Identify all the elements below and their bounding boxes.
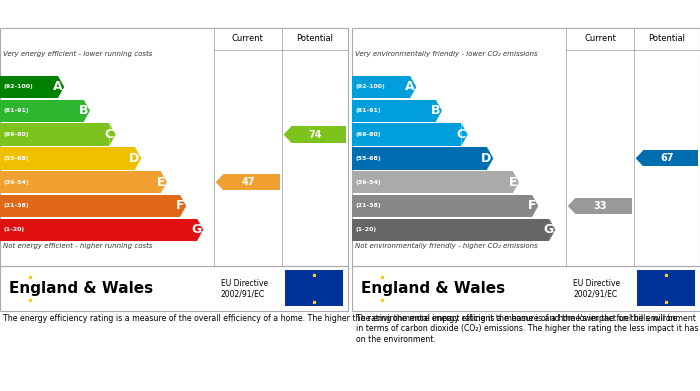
- Text: B: B: [78, 104, 88, 117]
- Bar: [352, 76, 410, 98]
- Text: 47: 47: [241, 177, 255, 187]
- Polygon shape: [487, 147, 494, 170]
- Text: EU Directive
2002/91/EC: EU Directive 2002/91/EC: [573, 279, 620, 298]
- Polygon shape: [435, 100, 442, 122]
- Bar: [352, 100, 435, 122]
- Text: Not environmentally friendly - higher CO₂ emissions: Not environmentally friendly - higher CO…: [355, 243, 538, 249]
- Text: 74: 74: [308, 129, 321, 140]
- Bar: [0, 100, 83, 122]
- Bar: [291, 126, 346, 143]
- Polygon shape: [58, 76, 64, 98]
- Text: Environmental Impact (CO₂) Rating: Environmental Impact (CO₂) Rating: [357, 9, 576, 19]
- Bar: [352, 147, 487, 170]
- Text: 67: 67: [660, 153, 673, 163]
- Text: D: D: [130, 152, 139, 165]
- Text: Current: Current: [232, 34, 264, 43]
- Bar: [638, 271, 695, 307]
- Bar: [352, 219, 549, 241]
- Text: Potential: Potential: [296, 34, 333, 43]
- Polygon shape: [180, 195, 186, 217]
- Polygon shape: [197, 219, 203, 241]
- Bar: [286, 271, 343, 307]
- Text: Current: Current: [584, 34, 616, 43]
- Text: Very environmentally friendly - lower CO₂ emissions: Very environmentally friendly - lower CO…: [355, 51, 538, 57]
- Polygon shape: [549, 219, 555, 241]
- Text: (81-91): (81-91): [356, 108, 382, 113]
- Text: Not energy efficient - higher running costs: Not energy efficient - higher running co…: [3, 243, 153, 249]
- Text: G: G: [543, 223, 554, 236]
- Text: (39-54): (39-54): [4, 179, 29, 185]
- Text: B: B: [430, 104, 440, 117]
- Text: (92-100): (92-100): [4, 84, 33, 90]
- Polygon shape: [83, 100, 90, 122]
- Text: (92-100): (92-100): [356, 84, 385, 90]
- Text: D: D: [482, 152, 491, 165]
- Polygon shape: [284, 126, 291, 143]
- Text: G: G: [191, 223, 202, 236]
- Polygon shape: [109, 124, 116, 146]
- Text: Very energy efficient - lower running costs: Very energy efficient - lower running co…: [3, 51, 152, 57]
- Text: England & Wales: England & Wales: [360, 281, 505, 296]
- Text: Potential: Potential: [648, 34, 685, 43]
- Text: Energy Efficiency Rating: Energy Efficiency Rating: [5, 9, 158, 19]
- Text: (1-20): (1-20): [356, 227, 377, 232]
- Polygon shape: [568, 198, 575, 214]
- Text: E: E: [509, 176, 517, 188]
- Text: (39-54): (39-54): [356, 179, 382, 185]
- Text: EU Directive
2002/91/EC: EU Directive 2002/91/EC: [221, 279, 268, 298]
- Text: C: C: [105, 128, 114, 141]
- Polygon shape: [410, 76, 416, 98]
- Bar: [0, 147, 135, 170]
- Text: (69-80): (69-80): [4, 132, 29, 137]
- Text: 33: 33: [593, 201, 607, 211]
- Text: (81-91): (81-91): [4, 108, 29, 113]
- Polygon shape: [461, 124, 468, 146]
- Text: The environmental impact rating is a measure of a home's impact on the environme: The environmental impact rating is a mea…: [356, 314, 698, 344]
- Text: (1-20): (1-20): [4, 227, 24, 232]
- Text: F: F: [176, 199, 184, 212]
- Text: (21-38): (21-38): [356, 203, 382, 208]
- Bar: [0, 171, 160, 193]
- Bar: [643, 150, 699, 167]
- Text: The energy efficiency rating is a measure of the overall efficiency of a home. T: The energy efficiency rating is a measur…: [4, 314, 680, 323]
- Polygon shape: [512, 171, 519, 193]
- Text: (69-80): (69-80): [356, 132, 381, 137]
- Polygon shape: [636, 150, 643, 167]
- Bar: [0, 76, 58, 98]
- Text: England & Wales: England & Wales: [8, 281, 153, 296]
- Polygon shape: [532, 195, 538, 217]
- Text: A: A: [405, 81, 414, 93]
- Bar: [352, 124, 461, 146]
- Text: C: C: [457, 128, 466, 141]
- Text: F: F: [528, 199, 536, 212]
- Polygon shape: [160, 171, 167, 193]
- Text: (55-68): (55-68): [4, 156, 29, 161]
- Bar: [0, 219, 197, 241]
- Text: A: A: [52, 81, 62, 93]
- Text: (55-68): (55-68): [356, 156, 382, 161]
- Bar: [352, 195, 532, 217]
- Bar: [575, 198, 632, 214]
- Bar: [0, 124, 109, 146]
- Polygon shape: [216, 174, 223, 190]
- Bar: [0, 195, 180, 217]
- Polygon shape: [135, 147, 141, 170]
- Bar: [352, 171, 512, 193]
- Text: (21-38): (21-38): [4, 203, 29, 208]
- Text: E: E: [157, 176, 165, 188]
- Bar: [223, 174, 280, 190]
